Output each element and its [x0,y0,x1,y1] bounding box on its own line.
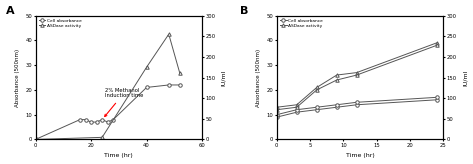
X-axis label: Time (hr): Time (hr) [105,154,133,158]
Y-axis label: IU/ml: IU/ml [463,69,467,86]
Y-axis label: Absorbance (500nm): Absorbance (500nm) [256,49,261,107]
Y-axis label: Absorbance (500nm): Absorbance (500nm) [15,49,20,107]
Text: B: B [240,6,248,16]
Text: A: A [6,6,14,16]
Y-axis label: IU/ml: IU/ml [221,69,226,86]
X-axis label: Time (hr): Time (hr) [346,154,375,158]
Text: 2% Methanol
Induction time: 2% Methanol Induction time [105,88,143,116]
Legend: Cell absorbance, ASDase activity: Cell absorbance, ASDase activity [279,18,324,29]
Legend: Cell absorbance, ASDase activity: Cell absorbance, ASDase activity [38,18,82,29]
